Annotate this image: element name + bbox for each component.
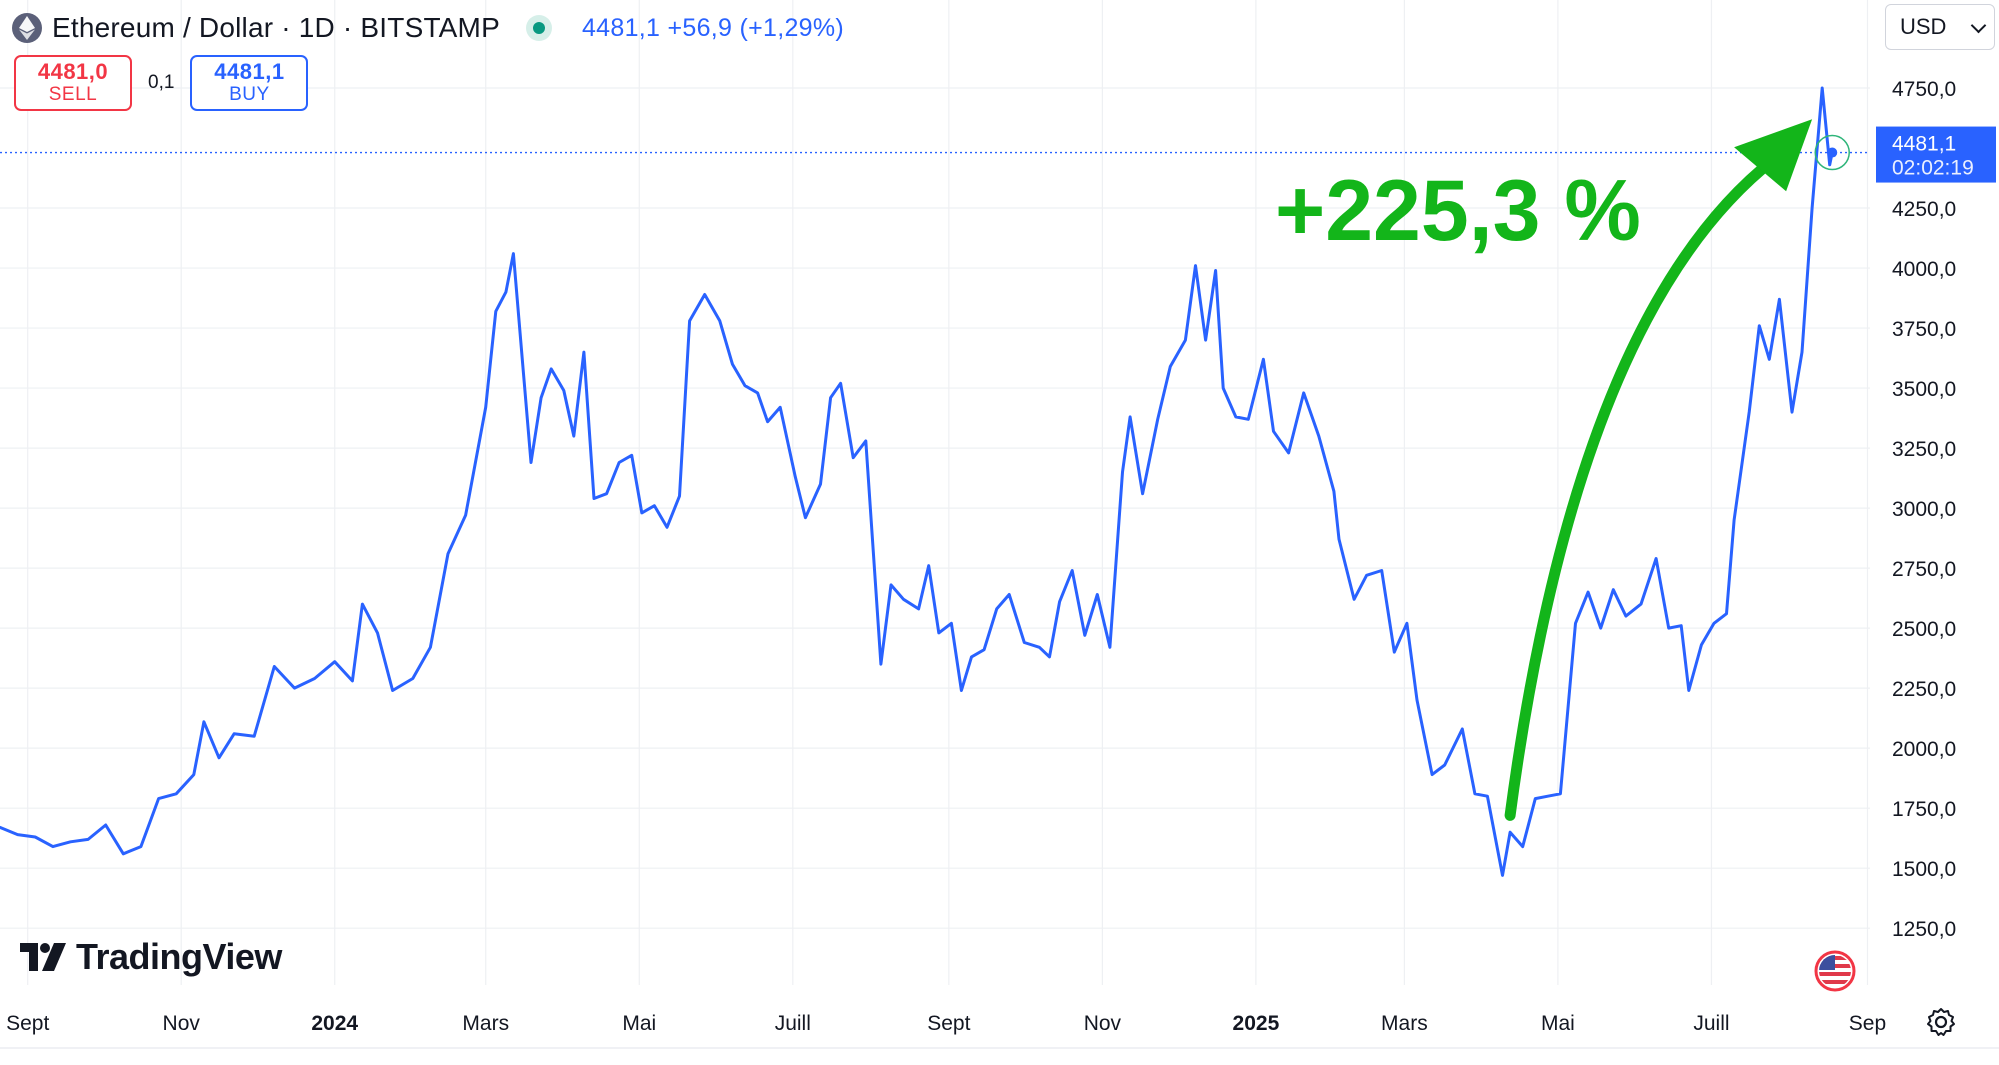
brand-name: TradingView xyxy=(76,936,282,977)
trade-panel: 4481,0 SELL 0,1 4481,1 BUY xyxy=(14,55,309,111)
growth-annotation-label: +225,3 % xyxy=(1275,163,1641,259)
sell-price: 4481,0 xyxy=(37,59,109,84)
sell-label: SELL xyxy=(48,84,98,105)
y-tick-label: 1750,0 xyxy=(1892,798,1956,821)
y-tick-label: 3500,0 xyxy=(1892,378,1956,401)
y-tick-label: 2500,0 xyxy=(1892,618,1956,641)
price-series-line xyxy=(0,86,1834,877)
last-price-value: 4481,1 xyxy=(1892,133,1956,156)
y-tick-label: 2250,0 xyxy=(1892,678,1956,701)
chevron-down-icon xyxy=(1970,17,1987,34)
x-tick-label: Mars xyxy=(462,1012,509,1035)
last-point-ring xyxy=(1814,134,1850,171)
ethereum-icon xyxy=(12,13,42,43)
currency-value: USD xyxy=(1900,14,1947,39)
x-tick-label: Mai xyxy=(622,1012,656,1035)
y-tick-label: 4750,0 xyxy=(1892,78,1956,101)
growth-arrow-head xyxy=(1734,119,1813,192)
last-price-countdown: 02:02:19 xyxy=(1892,157,1974,180)
buy-label: BUY xyxy=(229,84,270,105)
tradingview-logo[interactable]: TradingView xyxy=(20,936,282,978)
us-flag-icon[interactable] xyxy=(1810,950,1860,992)
market-open-indicator xyxy=(525,15,552,41)
x-tick-label: Nov xyxy=(163,1012,201,1035)
sell-button[interactable]: 4481,0 SELL xyxy=(14,55,132,111)
growth-arrow-shaft xyxy=(1504,153,1780,821)
y-tick-label: 2750,0 xyxy=(1892,558,1956,581)
y-tick-label: 2000,0 xyxy=(1892,738,1956,761)
y-tick-label: 3250,0 xyxy=(1892,438,1956,461)
x-tick-label: 2024 xyxy=(311,1012,358,1035)
x-tick-label: Juill xyxy=(1693,1012,1729,1035)
y-tick-label: 1250,0 xyxy=(1892,918,1956,941)
last-point-dot xyxy=(1827,147,1838,158)
x-tick-label: Sept xyxy=(927,1012,970,1035)
currency-select[interactable]: USD xyxy=(1885,4,1995,50)
x-tick-label: Nov xyxy=(1084,1012,1122,1035)
tradingview-logo-icon xyxy=(20,943,66,971)
y-tick-label: 4250,0 xyxy=(1892,198,1956,221)
y-tick-label: 1500,0 xyxy=(1892,858,1956,881)
y-tick-label: 4000,0 xyxy=(1892,258,1956,281)
y-tick-label: 3750,0 xyxy=(1892,318,1956,341)
spread-value: 0,1 xyxy=(148,72,175,93)
buy-button[interactable]: 4481,1 BUY xyxy=(190,55,309,111)
x-tick-label: Mai xyxy=(1541,1012,1575,1035)
x-tick-label: 2025 xyxy=(1233,1012,1280,1035)
settings-gear-icon[interactable] xyxy=(1925,1006,1957,1038)
x-tick-label: Juill xyxy=(775,1012,811,1035)
last-price-label-bg xyxy=(1876,126,1996,183)
x-tick-label: Mars xyxy=(1381,1012,1428,1035)
y-tick-label: 3000,0 xyxy=(1892,498,1956,521)
symbol-title[interactable]: Ethereum / Dollar · 1D · BITSTAMP xyxy=(52,12,500,43)
x-tick-label: Sep xyxy=(1849,1012,1886,1035)
buy-price: 4481,1 xyxy=(214,59,285,84)
price-change-quote: 4481,1 +56,9 (+1,29%) xyxy=(581,13,845,42)
x-tick-label: Sept xyxy=(6,1012,49,1035)
chart-header: Ethereum / Dollar · 1D · BITSTAMP 4481,1… xyxy=(12,8,844,48)
